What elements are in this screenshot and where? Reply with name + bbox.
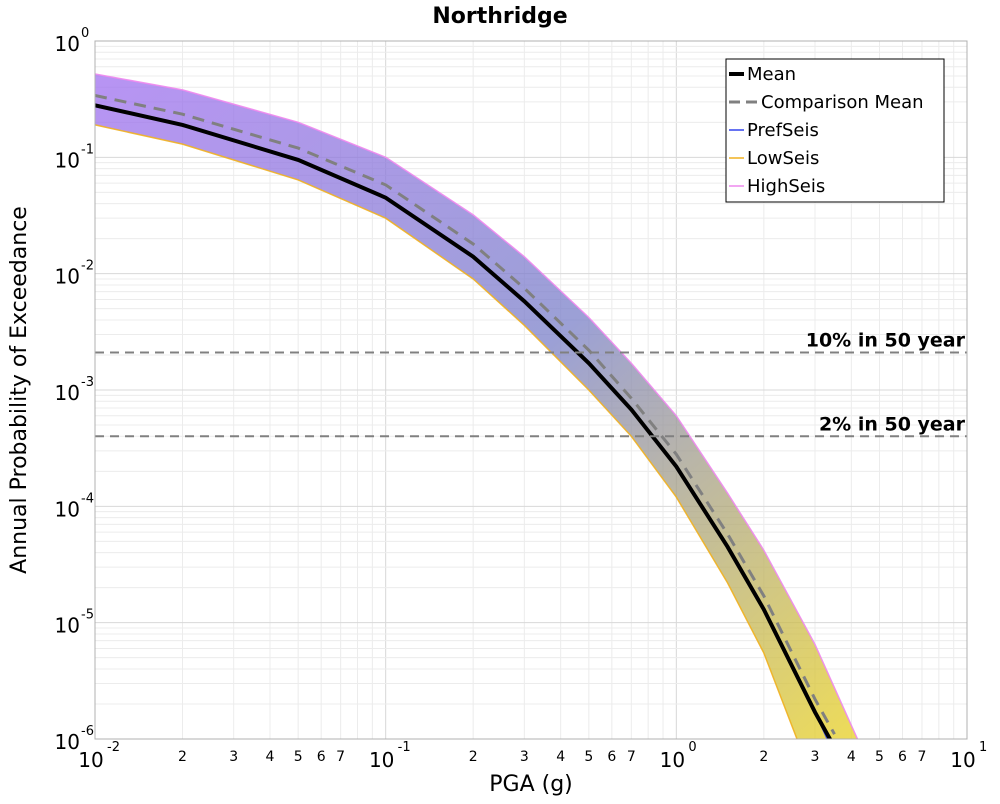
y-tick-label-exponent: -1 (81, 142, 94, 157)
series-line-highseis (95, 73, 859, 739)
x-tick-label-base: 10 (950, 748, 975, 772)
x-tick-label: 10 (369, 748, 394, 772)
x-minor-tick-label: 2 (178, 749, 187, 765)
legend-label-lowseis: LowSeis (747, 148, 819, 169)
hazard-curve-band (95, 74, 858, 739)
y-tick-label-exponent: -5 (81, 608, 94, 623)
x-tick-label-exponent: 0 (688, 740, 696, 755)
legend-label-prefseis: PrefSeis (747, 120, 819, 141)
x-minor-tick-label: 3 (811, 749, 820, 765)
y-tick-label-exponent: -4 (81, 491, 94, 506)
plot-data (95, 73, 859, 739)
reference-line-label: 2% in 50 year (819, 413, 966, 435)
x-tick-label-exponent: 1 (979, 740, 987, 755)
x-minor-tick-label: 5 (584, 749, 593, 765)
legend-label-mean: Mean (747, 64, 796, 85)
y-tick-label: 10 (55, 265, 80, 289)
reference-line-label: 10% in 50 year (806, 330, 966, 352)
x-minor-tick-label: 2 (469, 749, 478, 765)
x-tick-label-exponent: -1 (398, 740, 411, 755)
series-line-lowseis (95, 124, 798, 739)
y-tick-label-exponent: -2 (81, 259, 94, 274)
x-minor-tick-label: 7 (627, 749, 636, 765)
x-tick-label: 10 (78, 748, 103, 772)
y-tick-label: 10 (55, 381, 80, 405)
plot-frame (94, 40, 968, 740)
x-minor-tick-label: 4 (556, 749, 565, 765)
y-tick-label: 10 (55, 614, 80, 638)
x-axis-label: PGA (g) (489, 772, 573, 797)
legend-box (725, 58, 945, 203)
series-line-mean (95, 103, 833, 739)
y-tick-label: 10 (55, 730, 80, 754)
legend-label-comparison-mean: Comparison Mean (761, 92, 924, 113)
x-minor-tick-label: 6 (607, 749, 616, 765)
legend-label-highseis: HighSeis (747, 176, 825, 197)
x-minor-tick-label: 4 (266, 749, 275, 765)
y-tick-label: 10 (55, 148, 80, 172)
x-minor-tick-label: 5 (294, 749, 303, 765)
x-tick-label-base: 10 (369, 748, 394, 772)
chart-title: Northridge (432, 4, 567, 29)
x-minor-tick-label: 4 (847, 749, 856, 765)
x-minor-tick-label: 7 (336, 749, 345, 765)
y-tick-label: 10 (55, 497, 80, 521)
y-tick-label-exponent: -6 (81, 724, 94, 739)
x-minor-tick-label: 6 (898, 749, 907, 765)
legend: Mean Comparison Mean PrefSeis LowSeis HighSe… (725, 58, 945, 203)
x-tick-label: 10 (660, 748, 685, 772)
x-minor-tick-label: 2 (759, 749, 768, 765)
x-minor-tick-label: 7 (918, 749, 927, 765)
x-tick-label-base: 10 (78, 748, 103, 772)
x-minor-tick-label: 3 (520, 749, 529, 765)
x-tick-label-exponent: -2 (107, 740, 120, 755)
y-tick-label-exponent: 0 (81, 26, 89, 41)
x-minor-tick-label: 6 (317, 749, 326, 765)
series-line-comparison-mean (95, 94, 836, 735)
y-axis-label: Annual Probability of Exceedance (7, 206, 32, 574)
x-tick-label: 10 (950, 748, 975, 772)
x-minor-tick-label: 5 (875, 749, 884, 765)
y-tick-label-exponent: -3 (81, 375, 94, 390)
x-minor-tick-label: 3 (229, 749, 238, 765)
x-tick-label-base: 10 (660, 748, 685, 772)
y-tick-label: 10 (55, 32, 80, 56)
